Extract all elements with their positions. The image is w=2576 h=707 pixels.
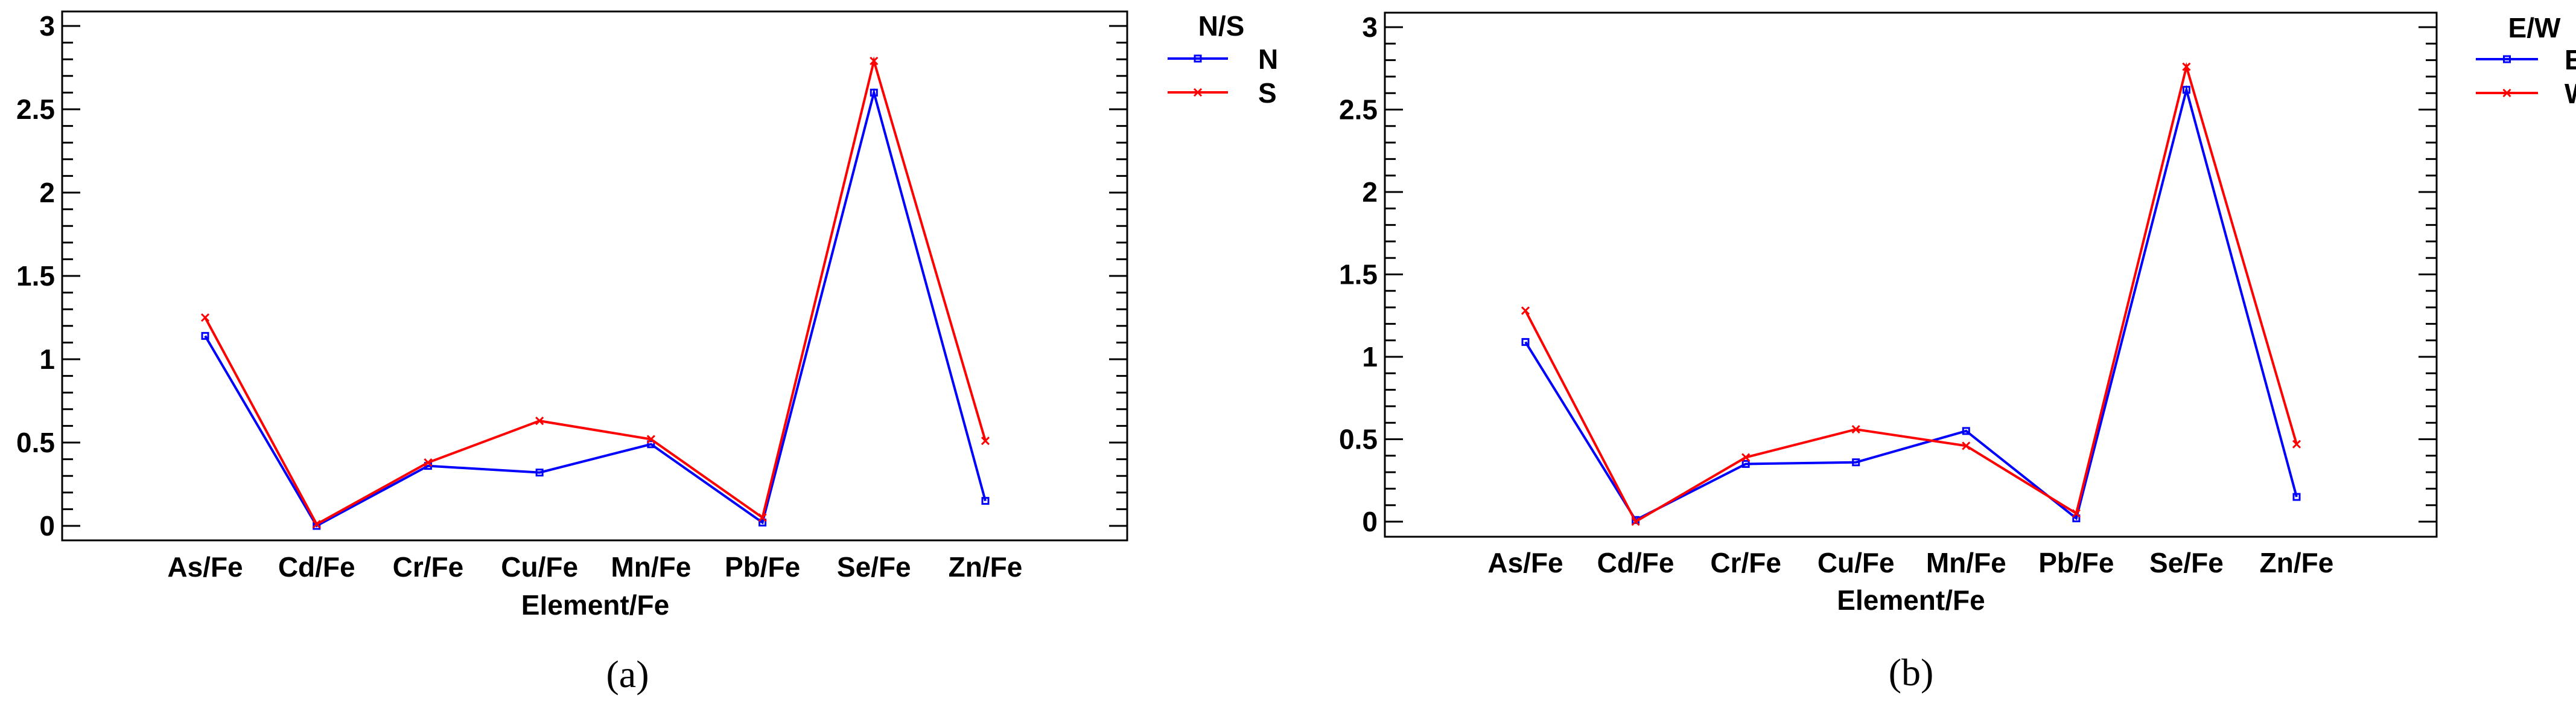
x-tick-label: Mn/Fe [1926, 547, 2006, 578]
data-point [535, 469, 544, 477]
chart-a: 0 0.5 1 1.5 2 2.5 3 As/Fe Cd/Fe Cr/Fe Cu/Fe Mn/Fe Pb… [16, 10, 1278, 696]
y-tick-label: 0.5 [16, 427, 55, 458]
data-point [1631, 517, 1640, 526]
data-point [1962, 427, 1970, 435]
y-tick-label: 1.5 [16, 260, 55, 292]
y-tick-label: 3 [1362, 11, 1378, 43]
data-point [1194, 54, 1202, 63]
data-point [535, 417, 544, 426]
data-point [1962, 441, 1971, 450]
y-tick-label: 2.5 [16, 94, 55, 125]
data-point [2072, 514, 2081, 523]
data-point [1851, 425, 1860, 434]
x-axis-label: Element/Fe [1837, 584, 1985, 616]
data-point [758, 513, 767, 522]
series-W [1521, 62, 2301, 526]
data-point [2503, 55, 2511, 63]
y-tick-label: 1 [39, 344, 55, 375]
legend-label: W [2565, 78, 2576, 109]
data-point [2292, 440, 2301, 449]
legend-label: S [1258, 77, 1277, 109]
data-point [981, 497, 990, 505]
data-point [758, 518, 767, 526]
data-point [1852, 458, 1860, 467]
data-point [2182, 62, 2191, 71]
y-tick-label: 2 [1362, 176, 1378, 208]
x-tick-label: Zn/Fe [949, 551, 1023, 583]
y-tick-label: 3 [39, 10, 55, 42]
data-point [1741, 453, 1751, 462]
legend-label: N [1258, 43, 1278, 75]
data-point [200, 313, 210, 322]
series-E [1521, 85, 2301, 524]
data-point [312, 520, 321, 529]
x-tick-label: As/Fe [167, 551, 243, 583]
x-tick-label: Cr/Fe [1710, 547, 1781, 578]
x-tick-label: Mn/Fe [611, 551, 691, 583]
data-point [646, 435, 655, 444]
y-tick-label: 0 [1362, 506, 1378, 537]
x-tick-label: Cu/Fe [1818, 547, 1895, 578]
y-tick-label: 2 [39, 177, 55, 208]
series-line [1524, 85, 2298, 522]
y-tick-label: 2.5 [1339, 94, 1378, 126]
legend-title: E/W [2508, 12, 2561, 43]
data-point [870, 56, 879, 66]
x-tick-label: As/Fe [1487, 547, 1563, 578]
series-line [1524, 62, 2298, 523]
legend-label: E [2565, 44, 2576, 75]
series-N [201, 88, 990, 530]
x-tick-label: Cu/Fe [501, 551, 578, 583]
data-point [2292, 493, 2301, 501]
x-tick-label: Se/Fe [837, 551, 911, 583]
data-point [201, 331, 209, 340]
data-point [424, 458, 433, 467]
x-tick-label: Cr/Fe [393, 551, 464, 583]
x-tick-label: Cd/Fe [278, 551, 355, 583]
y-tick-label: 0 [39, 510, 55, 542]
y-tick-label: 0.5 [1339, 424, 1378, 455]
data-point [981, 437, 990, 446]
chart-caption: (a) [606, 653, 649, 696]
chart-b: 0 0.5 1 1.5 2 2.5 3 As/Fe Cd/Fe Cr/Fe Cu/Fe Mn/Fe Pb… [1339, 11, 2576, 694]
x-axis-label: Element/Fe [521, 589, 669, 621]
data-point [647, 440, 655, 449]
series-line [204, 88, 987, 528]
x-tick-label: Se/Fe [2149, 547, 2224, 578]
y-tick-label: 1 [1362, 341, 1378, 373]
series-line [204, 56, 987, 526]
data-point [2502, 88, 2511, 98]
data-point [1521, 338, 1530, 346]
legend-title: N/S [1198, 10, 1245, 42]
plot-frame [1384, 11, 2438, 538]
data-point [2072, 509, 2081, 518]
x-tick-label: Zn/Fe [2260, 547, 2334, 578]
data-point [1193, 88, 1203, 97]
x-tick-label: Cd/Fe [1597, 547, 1674, 578]
y-tick-label: 1.5 [1339, 259, 1378, 290]
data-point [1521, 306, 1530, 315]
data-point [870, 88, 878, 97]
data-point [2182, 86, 2190, 94]
x-tick-label: Pb/Fe [2038, 547, 2114, 578]
plot-frame [61, 10, 1128, 542]
x-tick-label: Pb/Fe [725, 551, 800, 583]
data-point [1741, 459, 1750, 468]
series-S [200, 56, 990, 529]
chart-caption: (b) [1889, 651, 1934, 694]
